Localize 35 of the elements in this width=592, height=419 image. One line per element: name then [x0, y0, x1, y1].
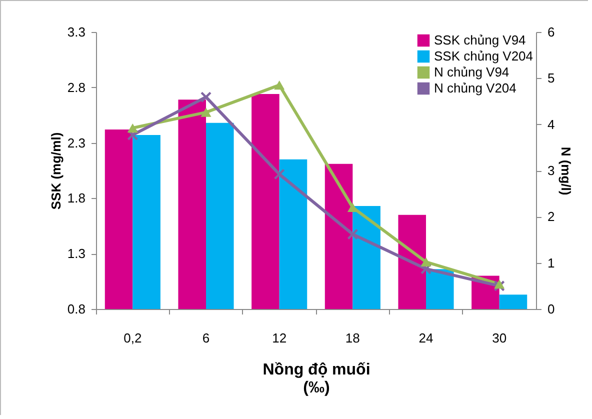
legend-label: SSK chủng V94 — [434, 32, 526, 48]
y2-tick-label: 1 — [548, 255, 555, 270]
y-tick-label: 2.3 — [67, 135, 86, 150]
x-tick-label: 24 — [418, 330, 434, 346]
y-tick-label: 2.8 — [67, 80, 86, 95]
x-tick-label: 12 — [272, 330, 287, 346]
point — [494, 280, 505, 289]
legend-label: N chủng V94 — [434, 64, 510, 80]
point — [200, 108, 212, 117]
legend-label: N chủng V204 — [434, 80, 516, 96]
x-tick-label: 0,2 — [124, 330, 142, 346]
y-tick-label: 1.8 — [67, 190, 86, 206]
point — [274, 80, 285, 90]
x-tick-label: 6 — [202, 330, 210, 346]
legend-label: SSK chủng V204 — [434, 48, 534, 64]
x-tick-label: 30 — [492, 330, 507, 346]
x-tick-label: 18 — [345, 330, 360, 346]
y2-tick-label: 0 — [548, 302, 555, 316]
point — [274, 168, 285, 180]
y2-tick-label: 5 — [548, 70, 555, 86]
y-tick-label: 3.3 — [67, 24, 86, 40]
y2-tick-label: 4 — [548, 116, 555, 132]
y-axis-title: SSK (mg/ml) — [48, 132, 64, 210]
y-tick-label: 1.3 — [67, 246, 86, 262]
point — [420, 257, 432, 266]
y2-axis-title: N (mg/l) — [558, 146, 574, 196]
y2-tick-label: 6 — [548, 24, 555, 40]
point — [347, 202, 358, 212]
point — [127, 123, 138, 133]
y2-tick-label: 3 — [548, 163, 555, 178]
y2-tick-label: 2 — [548, 209, 555, 224]
point — [200, 92, 212, 102]
x-axis-title: Nồng độ muối (‰) — [262, 362, 370, 396]
point — [347, 228, 358, 240]
y-tick-label: 0.8 — [67, 302, 86, 316]
